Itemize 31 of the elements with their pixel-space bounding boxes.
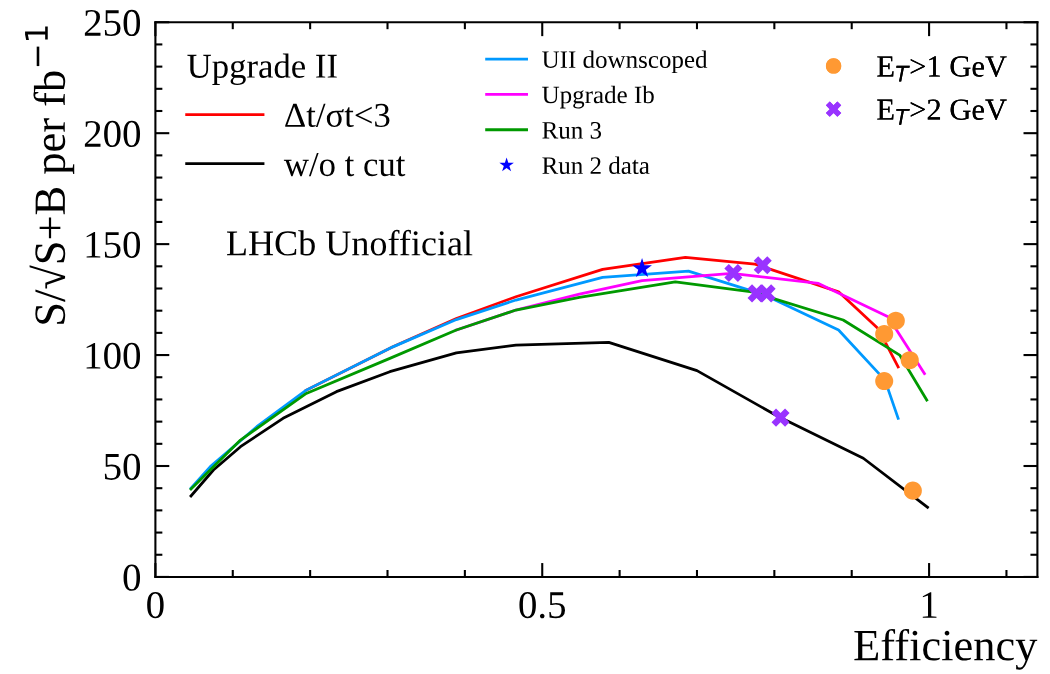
point [886, 311, 905, 330]
line-series [189, 341, 929, 509]
legend-label: UII downscoped [542, 50, 708, 74]
x-tick-label: 0 [147, 591, 164, 619]
y-tick-label: 250 [84, 9, 141, 37]
point [753, 256, 772, 275]
point [771, 408, 790, 427]
point [632, 258, 652, 277]
legend-title: Upgrade II [187, 53, 337, 86]
y-tick-label: 150 [86, 231, 141, 258]
y-tick-label: 50 [104, 453, 141, 480]
y-tick-label: 200 [84, 120, 141, 148]
annotation: LHCb Unofficial [227, 229, 473, 256]
legend-label: w/o t cut [283, 152, 406, 177]
point [900, 351, 919, 370]
legend-label: Δt/σt<3 [285, 103, 390, 128]
legend-label: Run 2 data [542, 156, 650, 175]
point [875, 372, 894, 391]
y-tick-label: 0 [123, 564, 141, 591]
x-axis-title: Efficiency [854, 628, 1038, 670]
legend-label: E$_{T}$>2 GeV [877, 99, 1007, 125]
point [875, 324, 894, 344]
y-axis-title: S/√S+B per fb$^{−1}$ [25, 26, 75, 324]
legend-label: Run 3 [542, 121, 602, 139]
y-tick-label: 100 [86, 342, 141, 369]
x-tick-label: 1 [922, 592, 937, 618]
legend-label: Upgrade Ib [542, 85, 654, 109]
point [903, 481, 922, 500]
legend-label: E$_{T}$>1 GeV [877, 56, 1007, 82]
point [724, 263, 743, 282]
x-tick-label: 0.5 [519, 591, 566, 619]
